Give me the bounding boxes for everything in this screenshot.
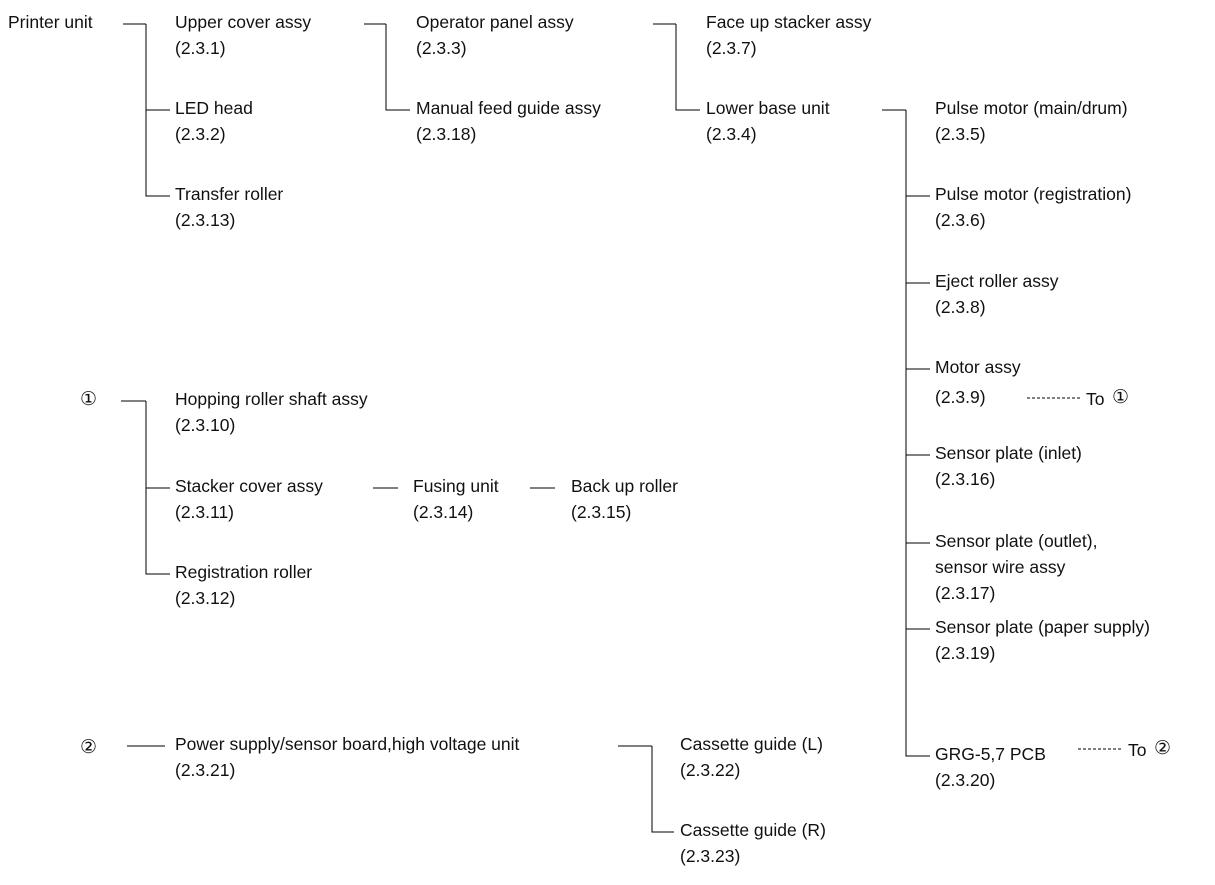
node-pulse-reg-ref: (2.3.6) (935, 210, 986, 230)
ref-to-marker2-word: To (1128, 740, 1147, 760)
node-sensor-inlet-ref: (2.3.16) (935, 469, 996, 489)
node-hopping-ref: (2.3.10) (175, 415, 236, 435)
node-power-name: Power supply/sensor board,high voltage u… (175, 734, 520, 754)
node-grg-ref: (2.3.20) (935, 770, 996, 790)
node-cassette-l-name: Cassette guide (L) (680, 734, 823, 754)
node-registration-name: Registration roller (175, 562, 313, 582)
node-stacker-cover-name: Stacker cover assy (175, 476, 323, 496)
node-face-up-ref: (2.3.7) (706, 38, 757, 58)
node-sensor-supply-ref: (2.3.19) (935, 643, 996, 663)
node-transfer-roller-name: Transfer roller (175, 184, 284, 204)
node-cassette-l-ref: (2.3.22) (680, 760, 741, 780)
connector-operator-trunk (675, 24, 700, 111)
connector-printer-trunk (145, 24, 170, 197)
ref-to-marker2-symbol: ② (1154, 737, 1172, 759)
node-eject-ref: (2.3.8) (935, 297, 986, 317)
node-pulse-reg-name: Pulse motor (registration) (935, 184, 1132, 204)
node-upper-cover-name: Upper cover assy (175, 12, 312, 32)
node-eject-name: Eject roller assy (935, 271, 1059, 291)
node-grg-name: GRG-5,7 PCB (935, 744, 1046, 764)
node-led-head-name: LED head (175, 98, 253, 118)
node-sensor-outlet-name: Sensor plate (outlet), (935, 531, 1098, 551)
node-stacker-cover-ref: (2.3.11) (175, 502, 235, 522)
node-cassette-r-name: Cassette guide (R) (680, 820, 826, 840)
node-led-head-ref: (2.3.2) (175, 124, 226, 144)
node-backup-ref: (2.3.15) (571, 502, 632, 522)
node-sensor-outlet-name2: sensor wire assy (935, 557, 1066, 577)
ref-to-marker1-symbol: ① (1112, 386, 1130, 408)
node-lower-base-name: Lower base unit (706, 98, 830, 118)
node-motor-name: Motor assy (935, 357, 1021, 377)
node-manual-feed-name: Manual feed guide assy (416, 98, 601, 118)
connector-lowerbase-trunk (905, 110, 930, 757)
node-fusing-name: Fusing unit (413, 476, 499, 496)
node-operator-panel-name: Operator panel assy (416, 12, 574, 32)
connector-marker1-trunk (145, 401, 170, 575)
node-power-ref: (2.3.21) (175, 760, 236, 780)
node-sensor-outlet-ref: (2.3.17) (935, 583, 996, 603)
ref-to-marker1-word: To (1086, 389, 1105, 409)
connector-upper-trunk (385, 24, 410, 111)
node-hopping-name: Hopping roller shaft assy (175, 389, 368, 409)
node-registration-ref: (2.3.12) (175, 588, 236, 608)
node-sensor-supply-name: Sensor plate (paper supply) (935, 617, 1150, 637)
node-manual-feed-ref: (2.3.18) (416, 124, 477, 144)
node-pulse-main-ref: (2.3.5) (935, 124, 986, 144)
node-motor-ref: (2.3.9) (935, 387, 986, 407)
node-transfer-roller-ref: (2.3.13) (175, 210, 236, 230)
node-pulse-main-name: Pulse motor (main/drum) (935, 98, 1128, 118)
node-printer-unit: Printer unit (8, 12, 93, 32)
node-operator-panel-ref: (2.3.3) (416, 38, 467, 58)
node-upper-cover-ref: (2.3.1) (175, 38, 226, 58)
node-cassette-r-ref: (2.3.23) (680, 846, 741, 866)
node-face-up-name: Face up stacker assy (706, 12, 872, 32)
marker-1: ① (80, 388, 98, 410)
node-sensor-inlet-name: Sensor plate (inlet) (935, 443, 1082, 463)
connector-cassette-trunk (651, 746, 674, 833)
node-backup-name: Back up roller (571, 476, 678, 496)
marker-2: ② (80, 736, 98, 758)
node-lower-base-ref: (2.3.4) (706, 124, 757, 144)
node-fusing-ref: (2.3.14) (413, 502, 474, 522)
